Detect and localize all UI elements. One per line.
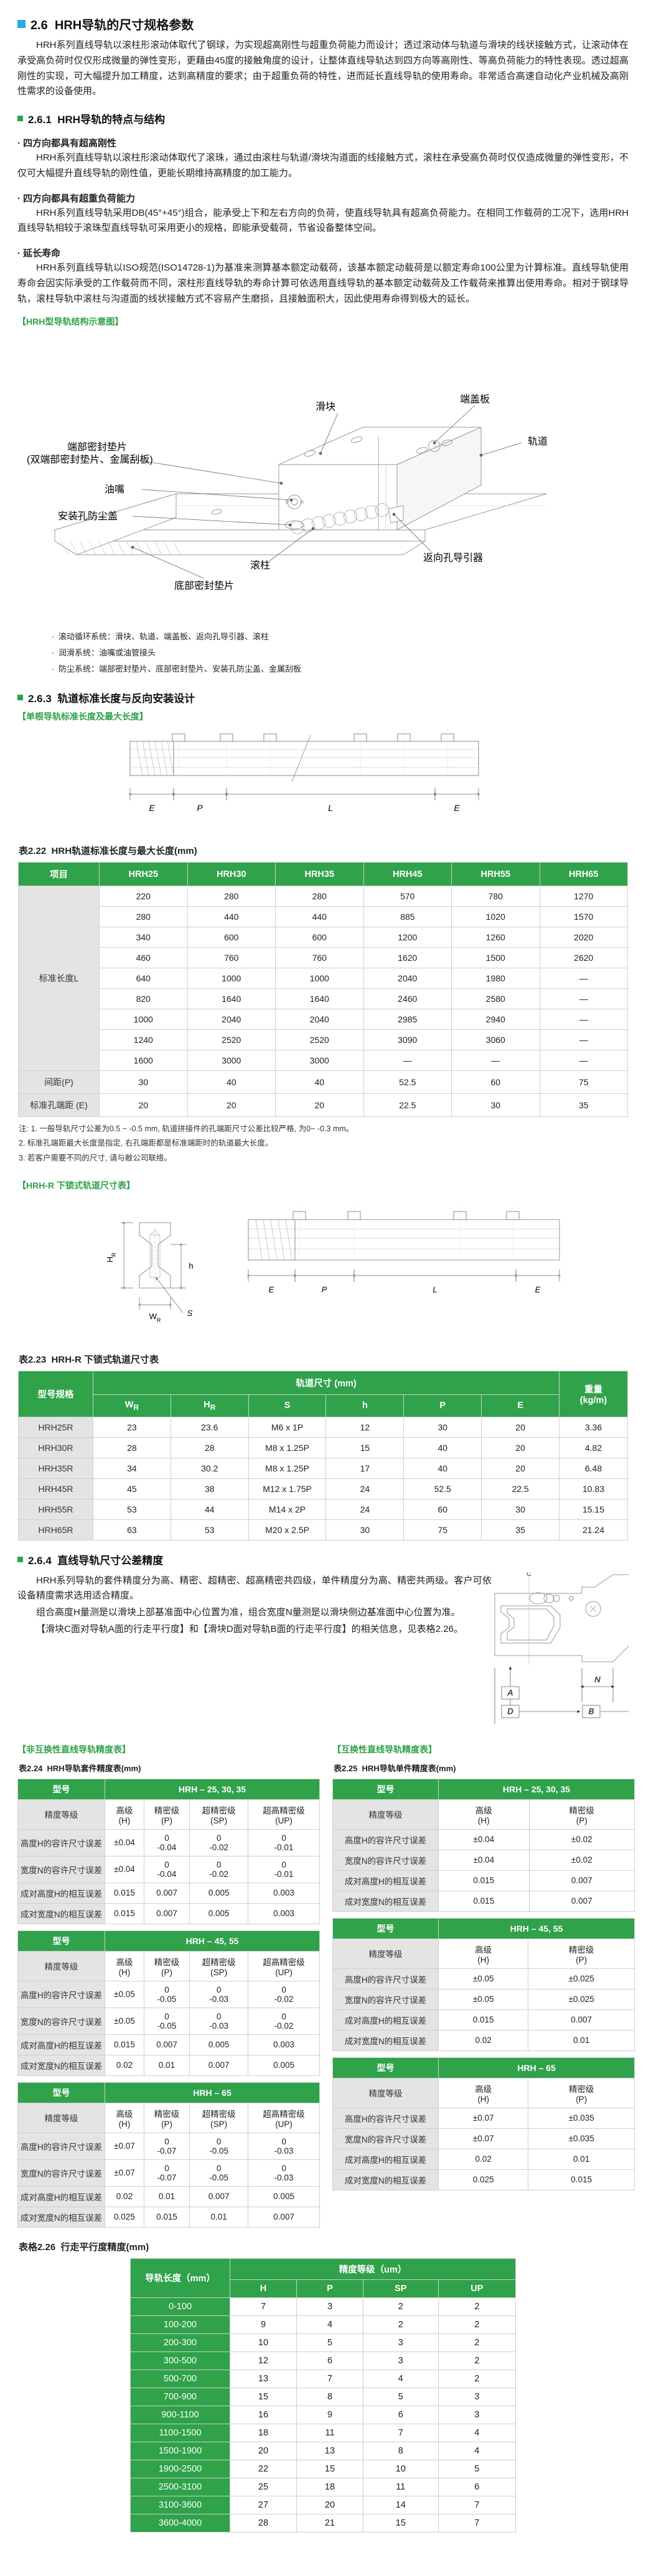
svg-text:L: L (328, 803, 333, 813)
svg-text:HR: HR (105, 1252, 117, 1262)
svg-text:(双端部密封垫片、金属刮板): (双端部密封垫片、金属刮板) (27, 454, 153, 465)
svg-text:E: E (269, 1285, 274, 1294)
svg-text:A: A (507, 1688, 513, 1697)
svg-text:滚柱: 滚柱 (250, 560, 270, 571)
svg-text:P: P (197, 803, 203, 813)
svg-text:B: B (589, 1707, 594, 1716)
svg-text:E: E (454, 803, 460, 813)
svg-text:返向孔导引器: 返向孔导引器 (423, 552, 483, 563)
svg-text:端盖板: 端盖板 (460, 394, 490, 405)
svg-text:底部密封垫片: 底部密封垫片 (174, 580, 234, 591)
svg-text:S: S (187, 1309, 193, 1318)
svg-text:D: D (507, 1707, 513, 1716)
svg-text:WR: WR (149, 1312, 161, 1323)
svg-text:端部密封垫片: 端部密封垫片 (67, 442, 127, 453)
svg-text:P: P (322, 1285, 327, 1294)
svg-text:h: h (189, 1261, 193, 1271)
svg-text:E: E (149, 803, 155, 813)
svg-text:滑块: 滑块 (316, 401, 335, 412)
svg-text:C: C (527, 1572, 531, 1578)
svg-text:N: N (594, 1675, 601, 1684)
svg-text:安装孔防尘盖: 安装孔防尘盖 (58, 511, 118, 522)
svg-text:L: L (433, 1285, 437, 1294)
svg-text:E: E (535, 1285, 541, 1294)
svg-text:轨道: 轨道 (528, 436, 548, 447)
svg-text:油嘴: 油嘴 (105, 484, 124, 495)
